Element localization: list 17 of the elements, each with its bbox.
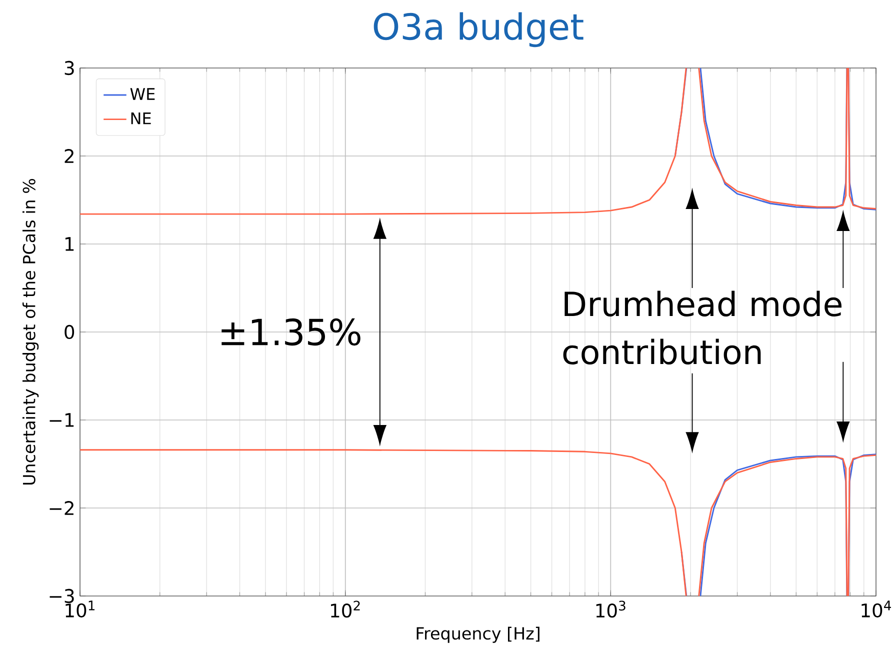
legend-label: NE [131, 112, 151, 124]
legend-label: WE [130, 88, 155, 100]
y-axis-title: Uncertainty budget of the PCals in % [22, 178, 39, 485]
annotation: ±1.35% [222, 318, 360, 346]
x-axis-title: Frequency [Hz] [416, 626, 540, 643]
x-tick-label: 10$^{2}$ [331, 600, 360, 618]
y-tick-label: 3 [64, 60, 74, 76]
y-tick-label: 2 [64, 149, 74, 163]
y-tick-label: 1 [65, 237, 74, 251]
y-tick-label: 0 [64, 324, 74, 340]
x-tick-label: 10$^{3}$ [596, 600, 626, 618]
y-tick-label: −1 [50, 413, 74, 427]
chart-title: O3a budget [374, 12, 584, 48]
y-tick-label: −2 [50, 501, 74, 515]
x-tick-label: 10$^{4}$ [862, 600, 891, 618]
y-tick-label: −3 [50, 588, 74, 604]
annotation: Drumhead mode contribution [563, 290, 842, 364]
